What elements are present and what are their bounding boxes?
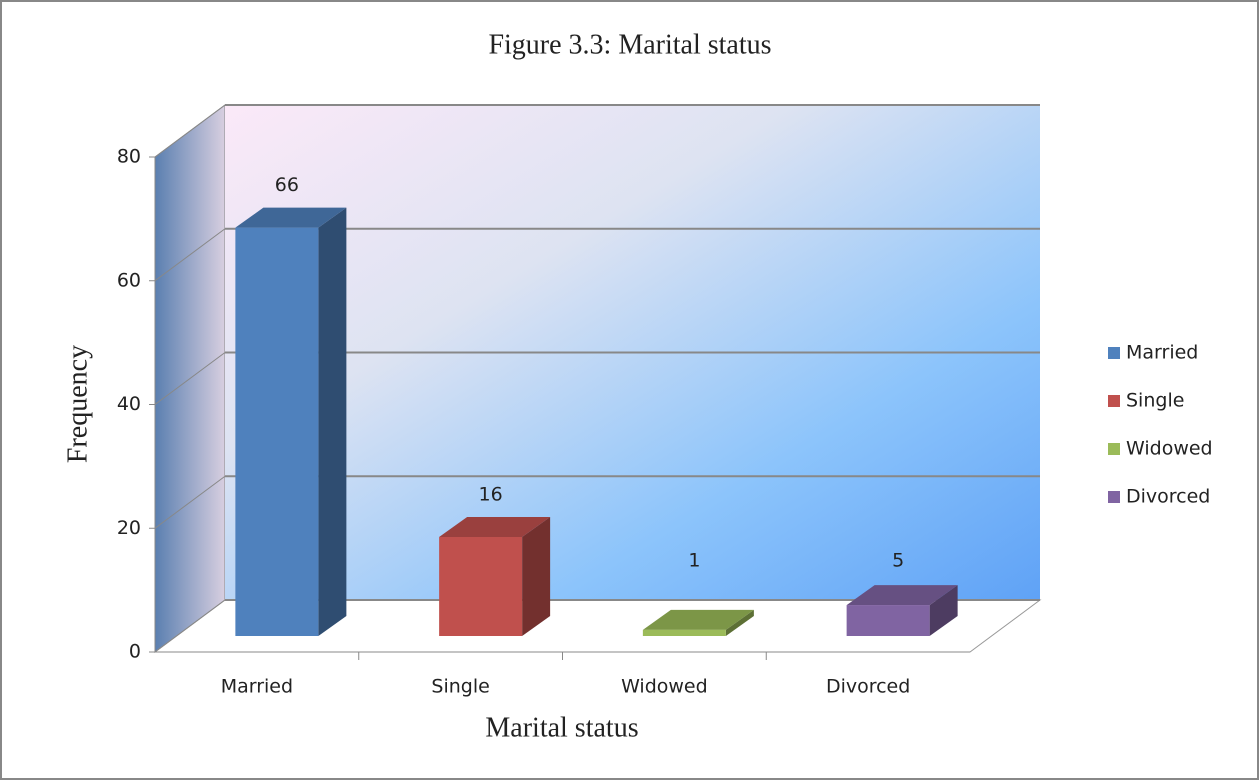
bar-top <box>439 517 551 537</box>
y-tick-label: 20 <box>117 517 141 539</box>
legend-swatch <box>1108 443 1120 455</box>
grid-line <box>154 352 226 405</box>
y-axis-title: Frequency <box>62 345 93 463</box>
y-tick-label: 40 <box>117 393 141 415</box>
legend-label: Married <box>1126 342 1198 364</box>
grid-line <box>154 599 226 653</box>
bar <box>439 537 523 636</box>
bar <box>846 605 930 636</box>
legend-swatch <box>1108 491 1120 503</box>
legend-label: Single <box>1126 390 1184 412</box>
bar-top <box>846 585 958 606</box>
legend-label: Divorced <box>1126 486 1210 508</box>
data-label: 5 <box>892 550 904 572</box>
x-axis-title: Marital status <box>485 712 638 743</box>
chart-title: Figure 3.3: Marital status <box>488 29 771 60</box>
grid-line <box>154 104 226 158</box>
x-tick-label: Divorced <box>826 676 910 698</box>
y-tick-label: 0 <box>129 641 141 663</box>
bar-side <box>318 207 347 636</box>
bar-side <box>929 585 958 636</box>
x-tick-label: Widowed <box>621 676 708 698</box>
grid-line <box>154 475 226 529</box>
bar-top <box>235 207 347 228</box>
bar <box>642 629 726 636</box>
y-tick-label: 80 <box>117 146 141 168</box>
legend-swatch <box>1108 347 1120 359</box>
bar-side <box>522 517 551 636</box>
data-label: 66 <box>275 174 299 196</box>
bar-side <box>725 609 754 636</box>
data-label: 1 <box>688 550 700 572</box>
data-label: 16 <box>479 484 503 506</box>
grid-line <box>154 228 226 282</box>
legend-swatch <box>1108 395 1120 407</box>
legend-label: Widowed <box>1126 438 1213 460</box>
bar <box>235 227 319 636</box>
x-tick-label: Single <box>431 676 489 698</box>
bar-top <box>642 609 754 630</box>
x-tick-label: Married <box>221 676 293 698</box>
y-tick-label: 60 <box>117 269 141 291</box>
